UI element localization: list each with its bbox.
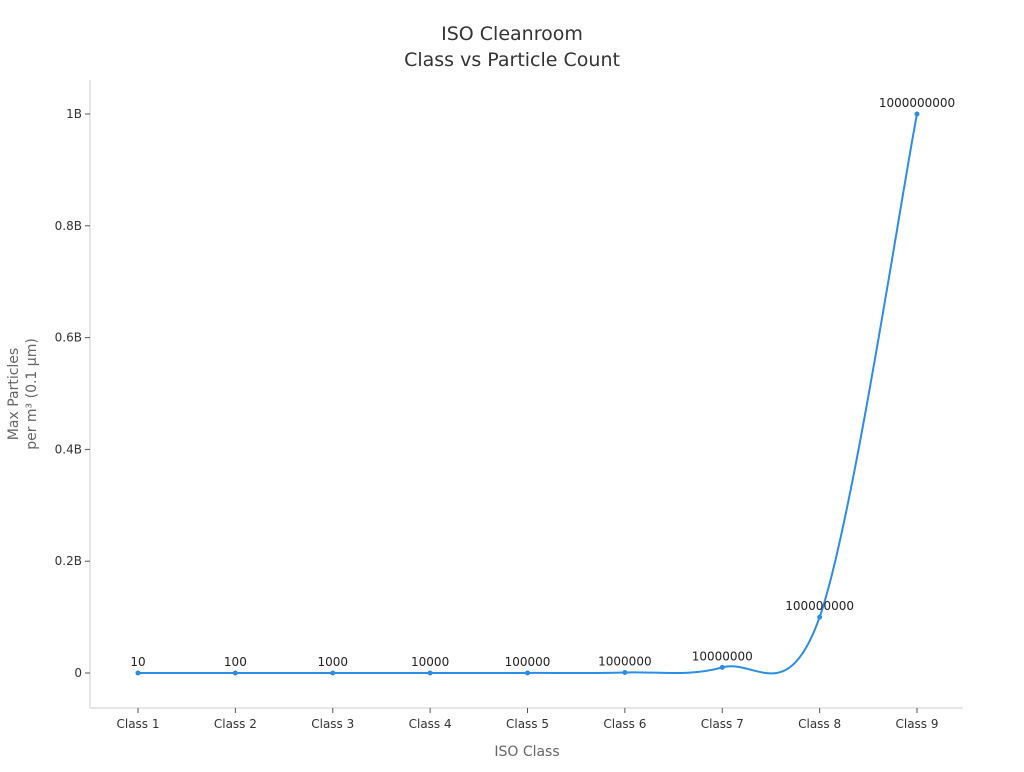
- data-label: 10000: [411, 655, 449, 669]
- chart-title-line2: Class vs Particle Count: [404, 49, 620, 71]
- data-point: [525, 670, 530, 676]
- x-tick-label: Class 9: [895, 717, 938, 731]
- y-tick-label: 0.6B: [55, 331, 82, 345]
- data-label: 10: [130, 655, 145, 669]
- data-point: [135, 670, 141, 676]
- y-tick-label: 0.8B: [55, 219, 82, 233]
- x-tick-label: Class 7: [701, 717, 744, 731]
- y-tick-label: 0.4B: [55, 442, 82, 456]
- y-axis-label-line2: per m³ (0.1 µm): [24, 338, 40, 450]
- y-axis-label-line1: Max Particles: [6, 348, 22, 440]
- data-point: [330, 670, 336, 676]
- chart-title-line1: ISO Cleanroom: [441, 23, 583, 45]
- data-point: [817, 614, 823, 620]
- data-label: 100: [224, 655, 247, 669]
- x-tick-label: Class 5: [506, 717, 549, 731]
- data-label: 1000000000: [879, 96, 955, 110]
- series-line: [138, 113, 918, 675]
- x-axis-label: ISO Class: [494, 744, 559, 760]
- data-point: [427, 670, 433, 676]
- x-tick-label: Class 8: [798, 717, 841, 731]
- data-label: 1000000: [598, 654, 651, 668]
- data-label: 100000: [505, 655, 551, 669]
- data-label: 1000: [317, 655, 348, 669]
- x-tick-label: Class 3: [311, 717, 354, 731]
- x-tick-label: Class 1: [116, 717, 159, 731]
- data-label: 10000000: [692, 649, 753, 663]
- y-tick-label: 1B: [66, 107, 82, 121]
- x-tick-label: Class 6: [603, 717, 646, 731]
- y-tick-label: 0: [74, 666, 82, 680]
- x-tick-label: Class 2: [214, 717, 257, 731]
- data-point: [622, 669, 628, 675]
- x-tick-label: Class 4: [409, 717, 452, 731]
- data-point: [719, 664, 725, 670]
- data-point: [232, 670, 238, 676]
- data-label: 100000000: [785, 599, 854, 613]
- y-tick-label: 0.2B: [55, 554, 82, 568]
- data-point: [914, 111, 920, 117]
